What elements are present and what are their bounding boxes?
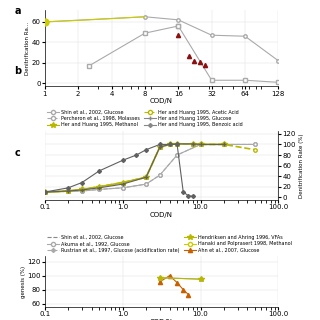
X-axis label: COD/N: COD/N [150,319,173,320]
Text: b: b [14,66,21,76]
Legend: Shin et al., 2002, Glucose, Akuma et al., 1992, Glucose, Rustrian et al., 1997, : Shin et al., 2002, Glucose, Akuma et al.… [47,235,292,252]
X-axis label: COD/N: COD/N [150,98,173,104]
Y-axis label: Denitrification Rate (%): Denitrification Rate (%) [299,133,304,198]
Text: a: a [14,6,21,16]
Y-axis label: genesis (%): genesis (%) [21,266,26,298]
Legend: Shin et al., 2002, Glucose, Percheron et al., 1998, Molasses, Her and Huang 1995: Shin et al., 2002, Glucose, Percheron et… [47,110,243,127]
X-axis label: COD/N: COD/N [150,212,173,218]
Y-axis label: Denitrification Ra...: Denitrification Ra... [25,21,30,75]
Text: c: c [14,148,20,158]
